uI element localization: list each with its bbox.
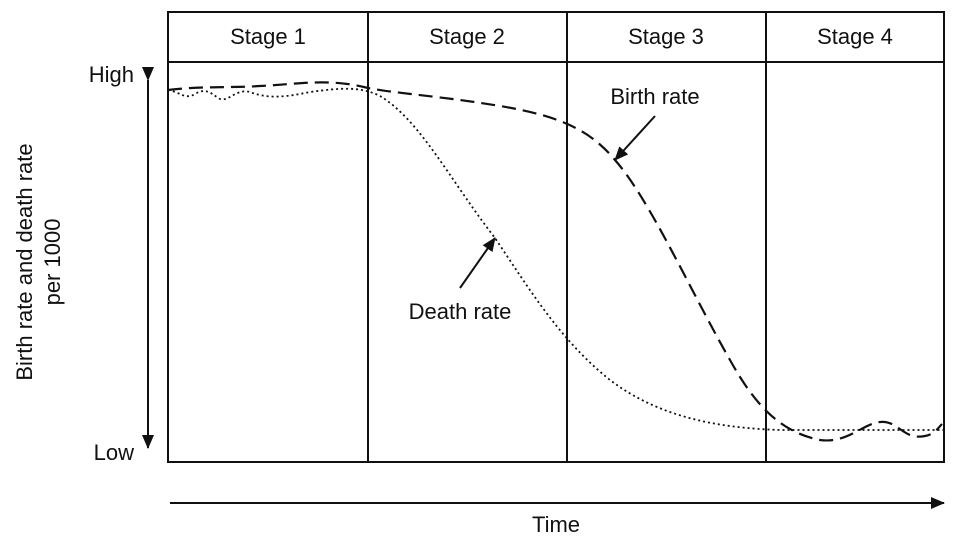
stage-label: Stage 3 <box>628 24 704 49</box>
stage-label: Stage 1 <box>230 24 306 49</box>
death-rate-curve <box>167 87 944 431</box>
y-axis-title-line: Birth rate and death rate <box>12 143 37 380</box>
frame <box>167 11 945 463</box>
curve-label: Death rate <box>409 299 512 324</box>
pointer-arrow <box>459 237 496 289</box>
birth-rate-curve <box>167 81 943 442</box>
curve-label: Birth rate <box>610 84 699 109</box>
y-axis-title: Birth rate and death rate per 1000 <box>12 143 65 380</box>
stage-label: Stage 4 <box>817 24 893 49</box>
y-high-label: High <box>89 62 134 87</box>
y-axis-title-line: per 1000 <box>40 219 65 306</box>
x-axis-title: Time <box>532 512 580 537</box>
stage-label: Stage 2 <box>429 24 505 49</box>
y-low-label: Low <box>94 440 134 465</box>
pointer-arrow <box>614 115 656 161</box>
